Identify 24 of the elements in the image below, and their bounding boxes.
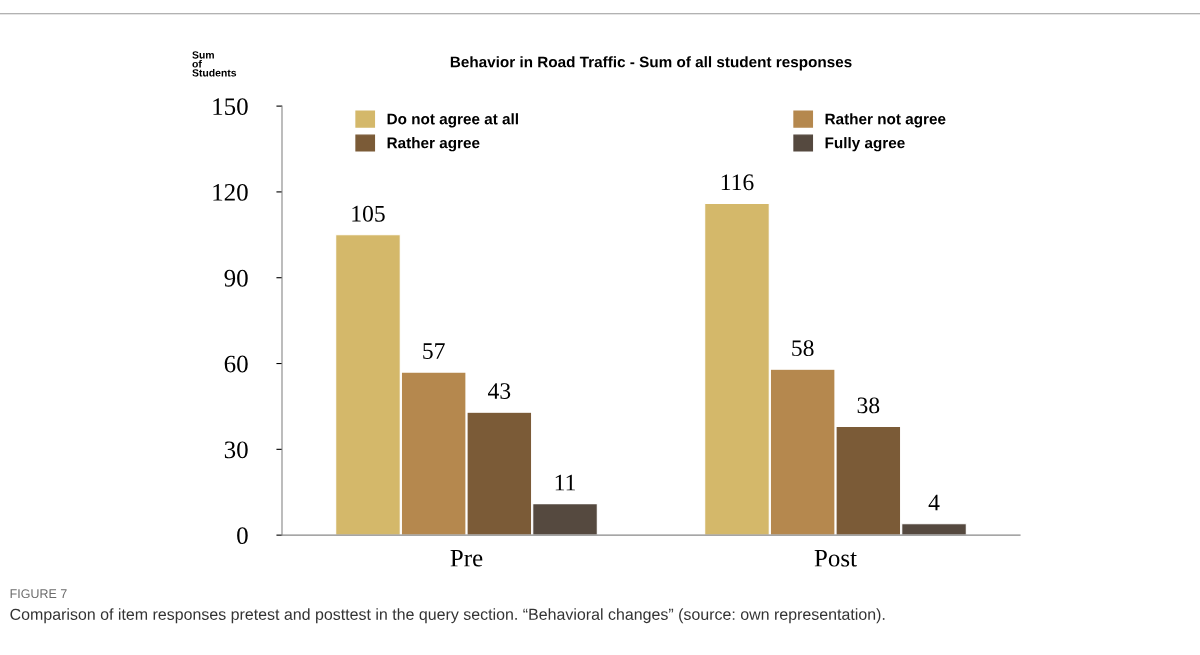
y-tick-label: 90 [224,269,248,287]
y-tick-label: 120 [213,183,248,201]
data-label: 58 [792,340,814,357]
data-label: 57 [423,343,445,359]
y-tick-label: 60 [224,355,248,373]
data-label: 116 [721,174,754,191]
caption: FIGURE 7 [10,589,67,599]
data-label: 105 [352,205,385,222]
y-tick-label: 0 [237,527,248,545]
data-label: 43 [488,383,511,400]
legend-label: Rather agree [387,137,480,152]
data-label: 38 [857,397,880,414]
data-label: 4 [928,494,940,511]
legend-label: Rather not agree [825,113,946,128]
chart-title: Behavior in Road Traffic - Sum of all student responses [450,56,852,71]
legend-label: Do not agree at all [387,113,518,128]
y-tick-label: 30 [224,441,248,459]
y-axis-title: Sum of Students [192,51,237,77]
y-tick-label: 150 [213,98,248,116]
text: Comparison of item responses pretest and posttest in the query section. “Behavioral changes” (source: own representation). [10,608,885,624]
x-tick-label: Post [814,550,857,567]
x-tick-label: Pre [450,550,483,567]
legend-label: Fully agree [825,137,905,152]
data-label: 11 [555,474,575,491]
